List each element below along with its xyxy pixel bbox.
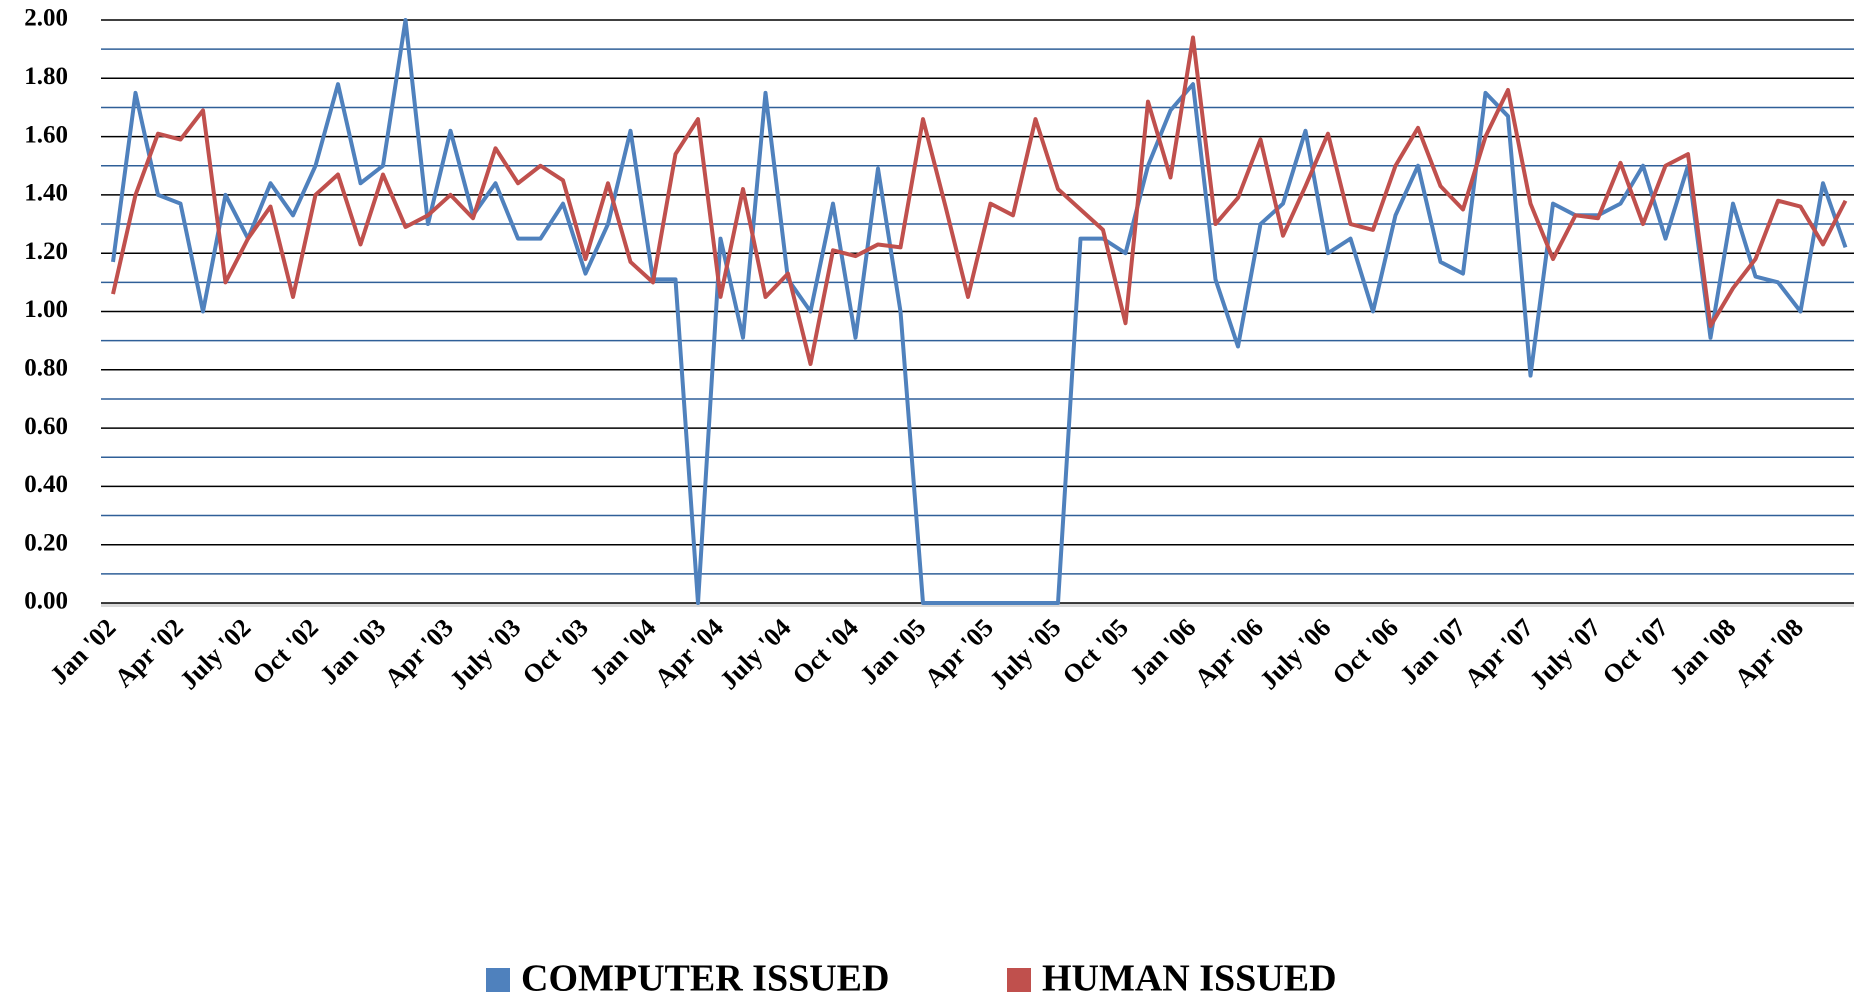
x-tick-label: July '05 (984, 613, 1066, 695)
x-tick-label: Apr '05 (919, 613, 999, 693)
x-tick-label: Jan '06 (1124, 613, 1201, 690)
x-tick-label: July '03 (444, 613, 526, 695)
y-tick-label: 0.20 (24, 529, 68, 556)
x-tick-label: Apr '08 (1729, 613, 1809, 693)
x-tick-label: Oct '03 (517, 613, 594, 690)
x-tick-label: July '04 (714, 613, 796, 695)
legend-swatch (1007, 968, 1031, 992)
y-tick-label: 1.40 (24, 180, 68, 207)
y-tick-label: 1.80 (24, 63, 68, 90)
y-tick-label: 0.80 (24, 355, 68, 382)
x-tick-label: Oct '05 (1057, 613, 1134, 690)
legend-swatch (486, 968, 510, 992)
x-tick-label: Jan '04 (584, 613, 661, 690)
x-tick-label: Oct '07 (1597, 613, 1674, 690)
x-tick-label: Jan '03 (314, 613, 391, 690)
x-tick-label: Apr '07 (1459, 613, 1539, 693)
y-tick-label: 0.40 (24, 471, 68, 498)
y-tick-label: 1.20 (24, 238, 68, 265)
x-tick-label: Jan '05 (854, 613, 931, 690)
legend-label: HUMAN ISSUED (1042, 958, 1337, 999)
x-tick-label: Oct '04 (787, 613, 864, 690)
series-line (111, 35, 1848, 366)
x-tick-label: July '06 (1254, 613, 1336, 695)
y-tick-label: 0.60 (24, 413, 68, 440)
x-tick-label: Apr '06 (1189, 613, 1269, 693)
x-tick-label: July '07 (1524, 613, 1606, 695)
x-tick-label: Oct '02 (247, 613, 324, 690)
legend-label: COMPUTER ISSUED (521, 958, 889, 999)
x-tick-label: Jan '07 (1394, 613, 1471, 690)
x-tick-label: Apr '04 (649, 613, 729, 693)
x-tick-label: Apr '02 (109, 613, 189, 693)
y-tick-label: 0.00 (24, 588, 68, 615)
y-tick-label: 1.60 (24, 121, 68, 148)
x-tick-label: Apr '03 (379, 613, 459, 693)
x-tick-label: July '02 (174, 613, 256, 695)
x-tick-label: Jan '08 (1664, 613, 1741, 690)
x-tick-label: Oct '06 (1327, 613, 1404, 690)
x-tick-label: Jan '02 (44, 613, 121, 690)
y-tick-label: 1.00 (24, 296, 68, 323)
y-tick-label: 2.00 (24, 5, 68, 32)
series-line (111, 18, 1848, 605)
